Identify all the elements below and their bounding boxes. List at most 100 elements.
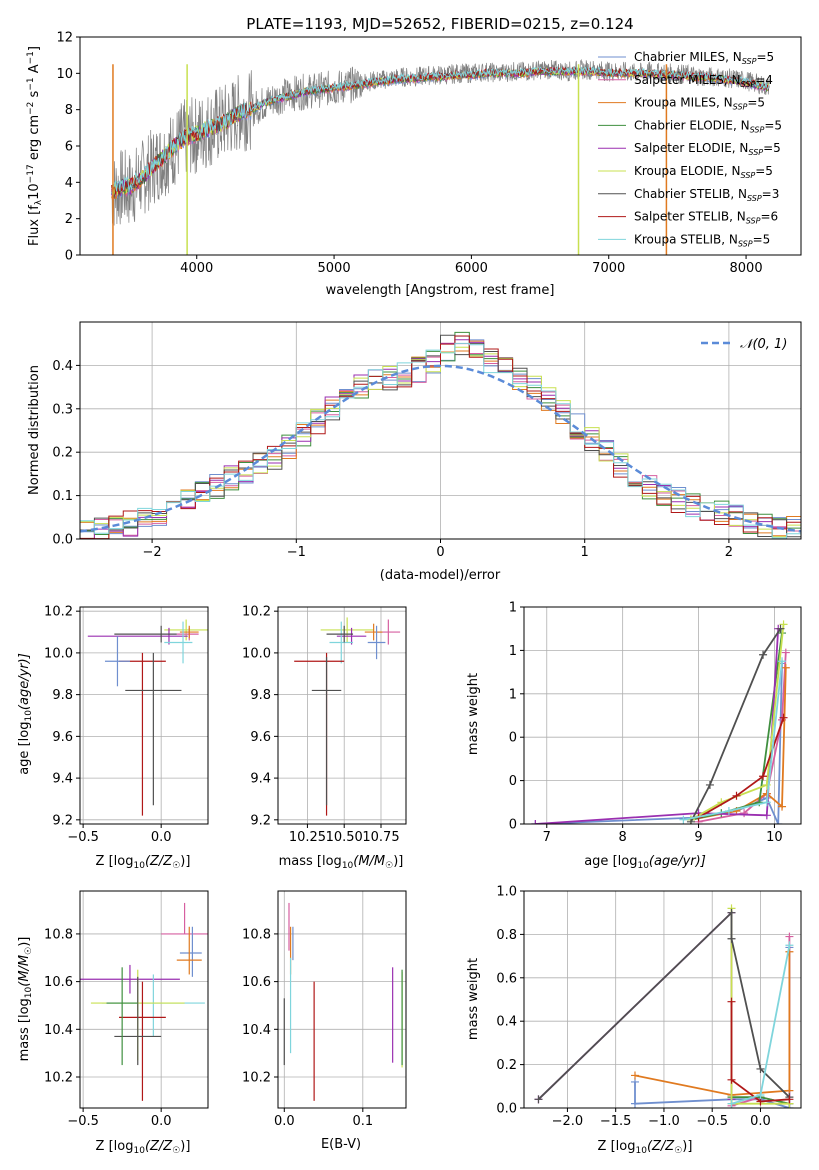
x-tick-label: 1 <box>581 545 589 560</box>
y-tick-label: 0.0 <box>496 1102 517 1117</box>
model-line <box>111 66 770 200</box>
y-tick-label: 10.8 <box>44 927 73 942</box>
y-tick-label: 4 <box>65 176 73 191</box>
p1-xlabel: wavelength [Angstrom, rest frame] <box>326 283 555 298</box>
x-tick-label: 4000 <box>180 261 213 276</box>
weight-marker <box>756 1064 765 1073</box>
panel-5: 7 8 9 10 0 0 0 1 1 1 <box>509 601 802 845</box>
weight-marker <box>762 811 771 820</box>
x-tick-label: 8000 <box>730 261 763 276</box>
legend-label-sub: SSP <box>741 80 756 89</box>
x-tick-label: −2.0 <box>552 1114 584 1129</box>
model-line <box>111 67 770 198</box>
y-tick-label: 9.6 <box>52 730 73 745</box>
legend-label-count: =5 <box>755 164 773 178</box>
weight-marker <box>727 1099 736 1108</box>
y-tick-label: 1.0 <box>496 885 517 900</box>
legend-label-main: Kroupa ELODIE, N <box>634 164 741 178</box>
x-tick-label: −0.5 <box>67 830 99 845</box>
weight-marker <box>534 1095 543 1104</box>
x-tick-label: 0.0 <box>274 1114 295 1129</box>
weight-marker <box>724 806 733 815</box>
panel-2-content <box>80 331 801 539</box>
legend-label: Kroupa MILES, NSSP=5 <box>634 96 765 112</box>
weight-marker <box>705 780 714 789</box>
y-tick-label: 0 <box>65 249 73 264</box>
y-tick-label: 10.4 <box>242 1023 271 1038</box>
weight-marker <box>727 908 736 917</box>
panel-8-frame <box>523 890 802 1109</box>
weight-marker <box>774 820 783 824</box>
x-tick-label: 6000 <box>455 261 488 276</box>
y-tick-label: 9.2 <box>250 813 271 828</box>
p2-xlabel: (data-model)/error <box>380 568 501 583</box>
x-tick-label: 0.0 <box>151 830 172 845</box>
legend-label-main: Chabrier ELODIE, N <box>634 118 750 132</box>
y-tick-label: 0.3 <box>52 402 73 417</box>
x-tick-label: −1.5 <box>600 1114 632 1129</box>
y-tick-label: 0 <box>509 774 517 789</box>
panel-4: 10.25 10.50 10.75 9.2 9.4 9.6 9.8 10.0 10.2 <box>242 605 407 845</box>
legend-label: Salpeter STELIB, NSSP=6 <box>634 210 778 226</box>
y-tick-label: 0.4 <box>496 1015 517 1030</box>
y-tick-label: 0.2 <box>52 446 73 461</box>
weight-marker <box>776 624 785 633</box>
x-tick-label: −1 <box>287 545 306 560</box>
x-tick-label: 0 <box>436 545 444 560</box>
y-tick-label: 0.0 <box>52 533 73 548</box>
p6-ylabel: mass [log10(M/M☉)] <box>17 937 34 1062</box>
y-tick-label: 10.6 <box>44 975 73 990</box>
legend-label-count: =5 <box>756 50 774 64</box>
p7-xlabel: E(B-V) <box>321 1137 361 1152</box>
legend-label-main: Salpeter ELODIE, N <box>634 141 748 155</box>
p4-xlabel: mass [log10(M/M☉)] <box>279 854 404 871</box>
p5-ylabel: mass weight <box>466 673 481 755</box>
p3-ylabel: age [log10(age/yr)] <box>17 653 34 775</box>
panel-7: 0.0 0.1 10.2 10.4 10.6 10.8 <box>242 890 407 1129</box>
y-tick-label: 10.2 <box>242 605 271 620</box>
figure-title: PLATE=1193, MJD=52652, FIBERID=0215, z=0… <box>246 15 633 33</box>
panel-7-content <box>283 902 403 1101</box>
y-tick-label: 8 <box>65 103 73 118</box>
panel-4-frame <box>277 606 407 825</box>
panel-1-content <box>111 58 770 255</box>
weight-marker <box>785 941 794 950</box>
weight-marker <box>759 650 768 659</box>
x-tick-label: −0.5 <box>67 1114 99 1129</box>
y-tick-label: 6 <box>65 140 73 155</box>
legend-label-count: =5 <box>747 96 765 110</box>
x-tick-label: 2 <box>725 545 733 560</box>
legend-label: Chabrier STELIB, NSSP=3 <box>634 187 779 203</box>
legend-label-main: Kroupa STELIB, N <box>634 232 738 246</box>
weight-marker <box>679 815 688 824</box>
x-tick-label: 0.1 <box>352 1114 373 1129</box>
y-tick-label: 2 <box>65 212 73 227</box>
legend-label: Salpeter ELODIE, NSSP=5 <box>634 141 781 157</box>
x-tick-label: 10 <box>766 830 783 845</box>
x-tick-label: 8 <box>619 830 627 845</box>
residual-histogram <box>80 335 801 539</box>
y-tick-label: 10.8 <box>242 927 271 942</box>
weight-marker <box>630 1099 639 1108</box>
panel-7-frame <box>277 890 407 1109</box>
y-tick-label: 9.8 <box>52 688 73 703</box>
weight-marker <box>779 620 788 629</box>
legend-label-sub: SSP <box>748 148 763 157</box>
x-tick-label: 7000 <box>592 261 625 276</box>
model-line <box>111 65 770 196</box>
model-line <box>111 68 770 201</box>
x-tick-label: −2 <box>143 545 162 560</box>
panel-5-content <box>531 620 790 824</box>
y-tick-label: 0 <box>509 731 517 746</box>
legend-label: Salpeter MILES, NSSP=4 <box>634 73 773 89</box>
weight-marker <box>531 820 540 824</box>
legend-label-count: =3 <box>762 187 780 201</box>
y-tick-label: 0.8 <box>496 928 517 943</box>
weight-marker <box>781 648 790 657</box>
y-tick-label: 1 <box>509 687 517 702</box>
legend-label-sub: SSP <box>733 103 748 112</box>
legend-label-sub: SSP <box>746 217 761 226</box>
weight-line <box>690 624 785 821</box>
panel-8-content <box>534 904 794 1108</box>
legend-label-main: Salpeter MILES, N <box>634 73 741 87</box>
